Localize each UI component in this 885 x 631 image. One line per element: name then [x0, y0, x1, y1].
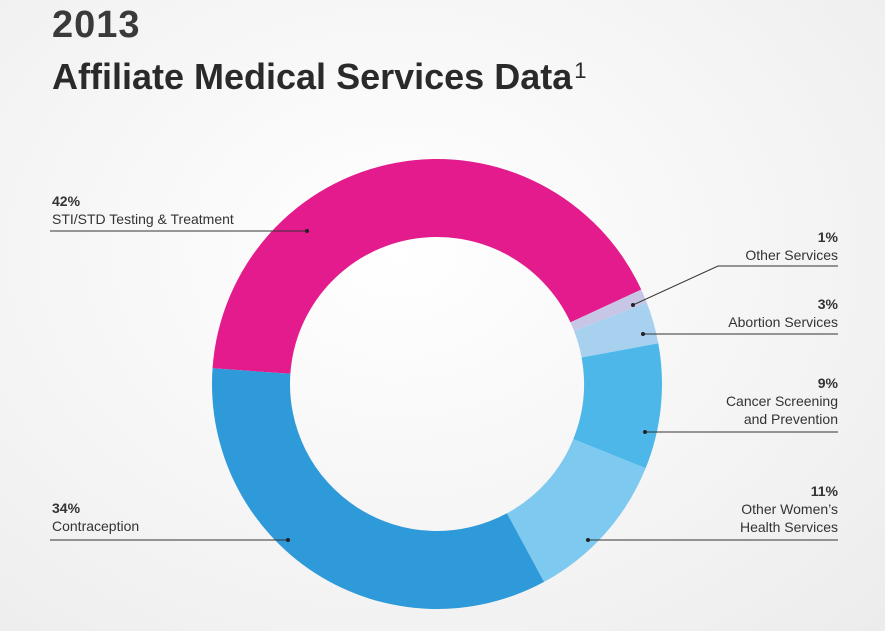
- pct-abortion: 3%: [817, 296, 838, 312]
- name-abortion: Abortion Services: [728, 314, 838, 330]
- name-contraception: Contraception: [52, 518, 140, 534]
- label-sti: 42% STI/STD Testing & Treatment: [52, 192, 234, 228]
- leader-dot-other-services: [631, 303, 635, 307]
- name-cancer-2: and Prevention: [743, 411, 838, 427]
- name-sti: STI/STD Testing & Treatment: [52, 211, 234, 227]
- slice-other-womens: [506, 439, 646, 582]
- leader-dot-cancer: [643, 430, 647, 434]
- pct-other-services: 1%: [817, 229, 838, 245]
- pct-sti: 42%: [52, 193, 81, 209]
- pct-other-womens: 11%: [810, 483, 838, 499]
- label-abortion: 3% Abortion Services: [728, 295, 838, 331]
- label-other-services: 1% Other Services: [745, 228, 838, 264]
- slice-sti: [212, 158, 642, 374]
- chart-year: 2013: [52, 4, 141, 46]
- name-cancer-1: Cancer Screening: [725, 393, 838, 409]
- leader-line-other-services: [632, 265, 838, 306]
- name-other-womens-2: Health Services: [739, 519, 838, 535]
- leader-dot-other-womens: [586, 538, 590, 542]
- label-other-womens: 11% Other Women’s Health Services: [740, 482, 838, 536]
- pct-cancer: 9%: [817, 375, 838, 391]
- leader-dot-sti: [305, 229, 309, 233]
- slice-abortion: [574, 302, 659, 358]
- slice-cancer: [573, 343, 663, 469]
- label-contraception: 34% Contraception: [52, 499, 139, 535]
- leader-dot-abortion: [641, 332, 645, 336]
- pct-contraception: 34%: [52, 500, 81, 516]
- name-other-services: Other Services: [745, 247, 838, 263]
- title-text: Affiliate Medical Services Data: [52, 56, 573, 97]
- name-other-womens-1: Other Women’s: [741, 501, 838, 517]
- slice-other-services: [570, 289, 647, 331]
- footnote-marker: 1: [574, 58, 587, 83]
- chart-title: Affiliate Medical Services Data1: [52, 56, 587, 98]
- leader-dot-contraception: [286, 538, 290, 542]
- slice-contraception: [212, 368, 545, 609]
- label-cancer: 9% Cancer Screening and Prevention: [726, 374, 838, 428]
